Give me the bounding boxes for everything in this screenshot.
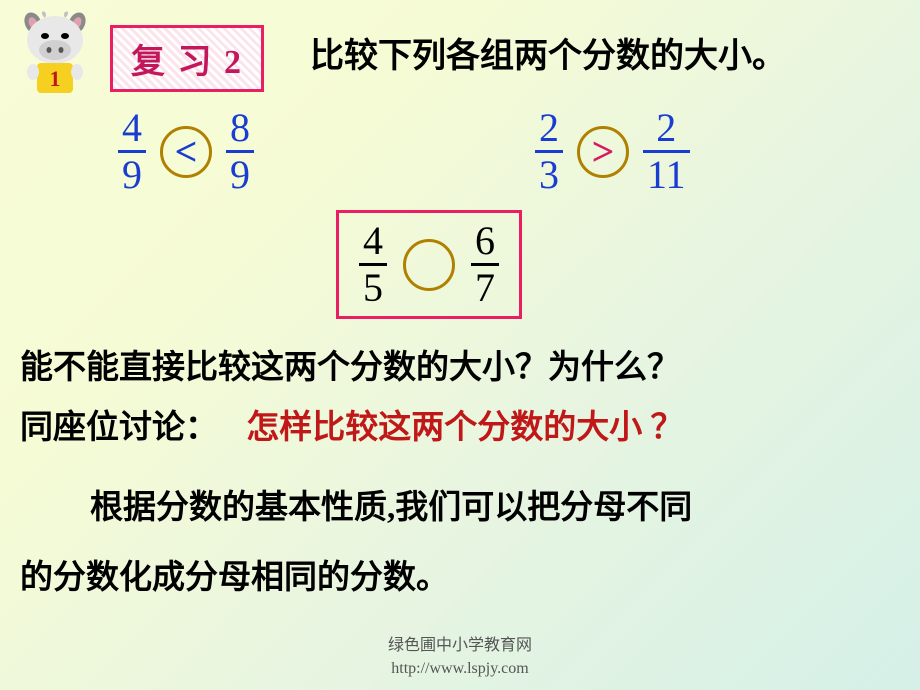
fraction-2-11: 2 11 [643, 108, 690, 195]
paragraph-line-1: 根据分数的基本性质,我们可以把分母不同 [90, 480, 692, 528]
comparison-2: 2 3 > 2 11 [535, 108, 690, 195]
fraction-6-7: 6 7 [471, 221, 499, 308]
compare-circle-empty [403, 239, 455, 291]
question-2b: 怎样比较这两个分数的大小 ？ [246, 410, 683, 446]
svg-text:1: 1 [50, 66, 61, 91]
review-label-box: 复 习 2 [110, 25, 264, 92]
fraction-4-5: 4 5 [359, 221, 387, 308]
question-2-row: 同座位讨论： 怎样比较这两个分数的大小 ？ [20, 400, 684, 448]
cow-mascot: 1 [15, 8, 100, 98]
question-1: 能不能直接比较这两个分数的大小？为什么？ [20, 340, 680, 388]
fraction-8-9: 8 9 [226, 108, 254, 195]
fraction-2-3: 2 3 [535, 108, 563, 195]
compare-circle-gt: > [577, 126, 629, 178]
footer: 绿色圃中小学教育网 http://www.lspjy.com [0, 635, 920, 680]
compare-circle-lt: < [160, 126, 212, 178]
fraction-4-9: 4 9 [118, 108, 146, 195]
footer-line-2: http://www.lspjy.com [0, 658, 920, 680]
instruction-title: 比较下列各组两个分数的大小。 [310, 28, 786, 77]
center-comparison-box: 4 5 6 7 [336, 210, 522, 319]
footer-line-1: 绿色圃中小学教育网 [0, 635, 920, 657]
review-label: 复 习 2 [131, 44, 243, 81]
comparison-1: 4 9 < 8 9 [118, 108, 254, 195]
question-2a: 同座位讨论： [20, 410, 218, 446]
paragraph-line-2: 的分数化成分母相同的分数。 [20, 550, 449, 598]
